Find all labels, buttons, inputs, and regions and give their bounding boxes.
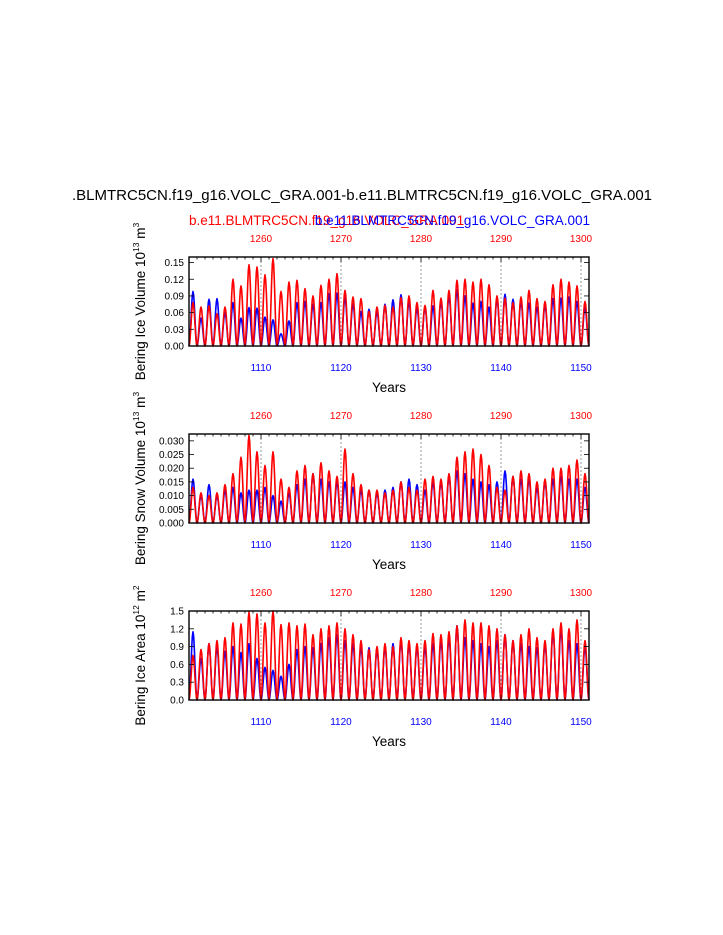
x-tick-label-top: 1280	[410, 411, 433, 422]
legend-red-label: b.e11.BLMTRC5CN.f19_g16.VOLC_GRA.001	[189, 213, 464, 228]
y-tick-label: 0.12	[165, 275, 185, 286]
x-tick-label-top: 1290	[490, 234, 513, 245]
x-tick-label-top: 1300	[570, 588, 593, 599]
y-axis-label: Bering Ice Volume 1013 m3	[131, 222, 148, 380]
y-tick-label: 1.2	[170, 624, 184, 635]
y-tick-label: 0.15	[165, 258, 185, 269]
x-axis-label: Years	[372, 557, 406, 572]
y-tick-label: 0.015	[159, 477, 184, 488]
y-axis-label: Bering Ice Area 1012 m2	[131, 585, 148, 726]
x-tick-label-bottom: 1110	[251, 540, 272, 551]
x-tick-label-top: 1270	[330, 411, 353, 422]
x-tick-label-top: 1260	[250, 588, 273, 599]
x-tick-label-bottom: 1110	[251, 717, 272, 728]
y-tick-label: 0.3	[170, 678, 184, 689]
x-tick-label-top: 1290	[490, 411, 513, 422]
x-tick-label-bottom: 1140	[490, 540, 512, 551]
y-tick-label: 0.06	[165, 308, 185, 319]
y-tick-label: 0.025	[159, 450, 184, 461]
x-tick-label-bottom: 1130	[410, 540, 432, 551]
y-tick-label: 0.03	[165, 325, 185, 336]
x-tick-label-top: 1300	[570, 411, 593, 422]
y-tick-label: 0.000	[159, 519, 184, 530]
series-line-red	[188, 257, 590, 347]
x-tick-label-top: 1290	[490, 588, 513, 599]
y-tick-label: 0.6	[170, 660, 184, 671]
chart-panel-3: 1110 1120 1130 1140 1150 1260 1270 1280 1290 1300…	[131, 585, 593, 749]
x-tick-label-bottom: 1140	[490, 717, 512, 728]
chart-panel-2: 1110 1120 1130 1140 1150 1260 1270 1280 1290 1300…	[131, 392, 593, 572]
series-line-blue	[188, 289, 590, 347]
x-tick-label-bottom: 1110	[251, 363, 272, 374]
x-tick-label-bottom: 1120	[330, 717, 352, 728]
y-tick-label: 0.030	[159, 436, 184, 447]
y-tick-label: 1.5	[170, 607, 184, 618]
x-tick-label-bottom: 1130	[410, 717, 432, 728]
x-axis-label: Years	[372, 380, 406, 395]
x-tick-label-bottom: 1150	[570, 540, 592, 551]
y-tick-label: 0.010	[159, 491, 184, 502]
x-axis-label: Years	[372, 734, 406, 749]
series-line-blue	[188, 625, 590, 701]
figure-title: .BLMTRC5CN.f19_g16.VOLC_GRA.001-b.e11.BL…	[72, 187, 652, 204]
x-tick-label-bottom: 1120	[330, 540, 352, 551]
legend-blue-label: b.e11.BLMTRC5CN.f19_g16.VOLC_GRA.001	[315, 213, 590, 228]
y-tick-label: 0.020	[159, 464, 184, 475]
series-line-red	[188, 610, 590, 701]
x-tick-label-top: 1300	[570, 234, 593, 245]
chart-panel-1: 1110 1120 1130 1140 1150 1260 1270 1280 1290 1300…	[131, 222, 593, 395]
y-tick-label: 0.9	[170, 642, 184, 653]
y-tick-label: 0.005	[159, 505, 184, 516]
x-tick-label-top: 1280	[410, 588, 433, 599]
y-tick-label: 0.00	[165, 342, 185, 353]
x-tick-label-top: 1260	[250, 234, 273, 245]
x-tick-label-top: 1270	[330, 234, 353, 245]
y-tick-label: 0.0	[170, 696, 184, 707]
x-tick-label-top: 1270	[330, 588, 353, 599]
x-tick-label-top: 1260	[250, 411, 273, 422]
x-tick-label-bottom: 1150	[570, 717, 592, 728]
x-tick-label-bottom: 1120	[330, 363, 352, 374]
plot-frame	[188, 610, 590, 701]
y-tick-label: 0.09	[165, 291, 185, 302]
x-tick-label-top: 1280	[410, 234, 433, 245]
x-tick-label-bottom: 1130	[410, 363, 432, 374]
x-tick-label-bottom: 1140	[490, 363, 512, 374]
x-tick-label-bottom: 1150	[570, 363, 592, 374]
y-axis-label: Bering Snow Volume 1013 m3	[131, 392, 148, 566]
